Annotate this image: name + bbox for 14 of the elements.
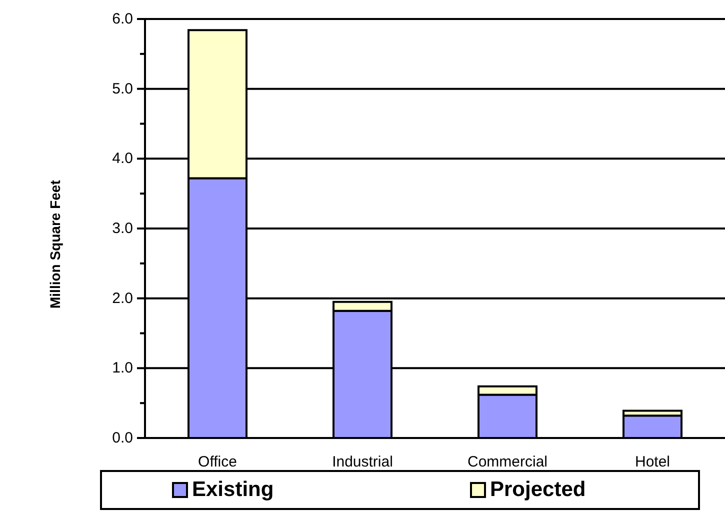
y-tick-label: 6.0: [112, 10, 133, 28]
x-tick-label: Hotel: [634, 454, 670, 471]
legend-label: Existing: [191, 478, 275, 502]
y-tick-label: 4.0: [112, 150, 133, 168]
x-tick-label: Industrial: [332, 454, 393, 471]
legend-label: Projected: [489, 478, 587, 502]
y-tick-label: 3.0: [112, 220, 133, 237]
y-axis-title: Million Square Feet: [46, 180, 63, 308]
x-tick-label: Commercial: [467, 454, 548, 471]
x-tick-label: Office: [198, 454, 237, 471]
y-tick-label: 5.0: [112, 80, 133, 98]
y-tick-label: 1.0: [112, 360, 133, 377]
y-tick-label: 2.0: [112, 290, 133, 307]
y-tick-label: 0.0: [112, 430, 133, 446]
